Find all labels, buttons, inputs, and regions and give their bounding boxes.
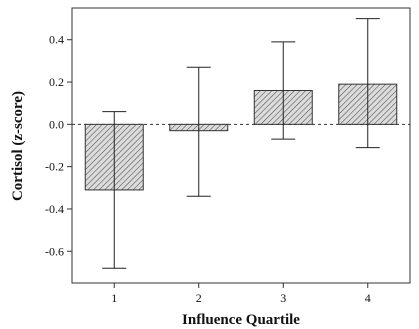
y-axis-title: Cortisol (z-score) <box>10 91 26 201</box>
x-axis: 1 2 3 4 <box>111 283 371 305</box>
bars <box>84 83 398 191</box>
x-tick-label: 1 <box>111 291 117 305</box>
x-tick-label: 3 <box>280 291 286 305</box>
y-axis: -0.6 -0.4 -0.2 0.0 0.2 0.4 <box>45 33 72 258</box>
x-axis-title: Influence Quartile <box>182 312 300 328</box>
y-tick-label: -0.2 <box>45 160 64 174</box>
error-bar <box>186 66 211 197</box>
error-bar <box>271 41 296 140</box>
y-tick-label: -0.4 <box>45 202 64 216</box>
x-tick-label: 4 <box>365 291 371 305</box>
y-tick-label: 0.0 <box>49 117 64 131</box>
y-tick-label: 0.2 <box>49 75 64 89</box>
error-bars <box>102 18 380 269</box>
y-tick-label: 0.4 <box>49 33 64 47</box>
y-tick-label: -0.6 <box>45 244 64 258</box>
plot-frame <box>71 7 411 284</box>
error-bar <box>102 111 127 269</box>
error-bar <box>355 18 380 149</box>
x-tick-label: 2 <box>196 291 202 305</box>
